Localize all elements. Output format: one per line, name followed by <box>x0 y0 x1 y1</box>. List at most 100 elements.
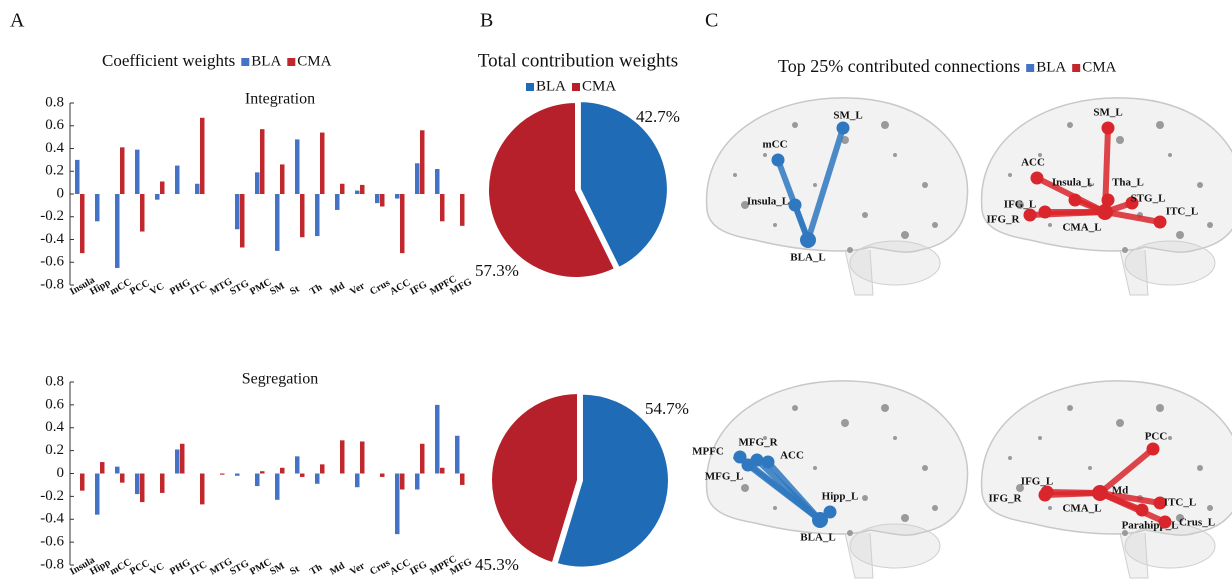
brainstem <box>1120 250 1148 295</box>
region-dot <box>1038 436 1042 440</box>
region-dot <box>1197 182 1203 188</box>
bar <box>120 147 125 194</box>
region-dot <box>893 153 897 157</box>
region-dot <box>1168 436 1172 440</box>
region-dot <box>932 505 938 511</box>
node-label: mCC <box>762 139 787 151</box>
region-dot <box>847 247 853 253</box>
region-dot <box>1156 404 1164 412</box>
bar <box>180 444 185 474</box>
bar <box>355 191 360 194</box>
brainstem <box>845 250 873 295</box>
bar <box>255 172 260 194</box>
y-tick-label: -0.2 <box>40 208 64 224</box>
region-dot <box>1116 136 1124 144</box>
node <box>1069 194 1082 207</box>
y-tick-label: 0.4 <box>45 419 64 435</box>
bar <box>435 405 440 474</box>
bar <box>440 468 445 474</box>
node-label: IFG_L <box>1021 476 1053 488</box>
bar <box>415 474 420 490</box>
bar <box>295 139 300 194</box>
node-label: CMA_L <box>1062 503 1101 515</box>
bar <box>315 194 320 236</box>
y-tick-label: 0.8 <box>45 373 64 389</box>
bar <box>115 467 120 474</box>
bar <box>375 194 380 203</box>
bar <box>200 474 205 505</box>
bar <box>135 474 140 495</box>
node-label: Insula_L <box>1052 177 1094 189</box>
brainstem <box>1120 533 1148 578</box>
node <box>1154 216 1167 229</box>
x-tick-label: Ver <box>348 560 367 577</box>
panel-label: A <box>10 10 25 32</box>
bar <box>420 444 425 474</box>
node-label: BLA_L <box>800 532 835 544</box>
value-label: 54.7% <box>645 399 689 418</box>
region-dot <box>733 173 737 177</box>
region-dot <box>901 514 909 522</box>
bar <box>395 194 400 199</box>
x-tick-label: IFG <box>408 559 429 578</box>
region-dot <box>1156 121 1164 129</box>
x-tick-label: Md <box>328 280 347 297</box>
brain-outline <box>982 381 1232 535</box>
bar <box>95 194 100 221</box>
region-dot <box>1088 466 1092 470</box>
bar <box>120 474 125 483</box>
region-dot <box>1048 223 1052 227</box>
bar <box>340 184 345 194</box>
region-dot <box>1067 405 1073 411</box>
x-tick-label: Th <box>308 562 324 578</box>
region-dot <box>1207 505 1213 511</box>
region-dot <box>792 122 798 128</box>
bar <box>435 169 440 194</box>
bar <box>160 181 165 194</box>
node-label: SM_L <box>1093 107 1122 119</box>
bar <box>200 118 205 194</box>
bar <box>415 163 420 194</box>
legend-label: BLA <box>251 53 281 69</box>
region-dot <box>813 466 817 470</box>
bar <box>460 194 465 226</box>
node <box>762 456 775 469</box>
bar <box>380 194 385 207</box>
subtitle: Integration <box>245 91 315 108</box>
legend-label: CMA <box>582 78 616 94</box>
bar <box>300 474 305 477</box>
node-label: BLA_L <box>790 252 825 264</box>
y-tick-label: 0.8 <box>45 94 64 110</box>
bar <box>115 194 120 268</box>
region-dot <box>773 506 777 510</box>
region-dot <box>932 222 938 228</box>
node <box>1147 443 1160 456</box>
region-dot <box>1008 456 1012 460</box>
region-dot <box>1048 506 1052 510</box>
bar <box>280 164 285 194</box>
node <box>742 459 755 472</box>
value-label: 45.3% <box>475 555 519 574</box>
bar <box>80 474 85 491</box>
region-dot <box>813 183 817 187</box>
bar <box>255 474 260 487</box>
bar <box>400 474 405 490</box>
brainstem <box>845 533 873 578</box>
y-tick-label: -0.8 <box>40 276 64 292</box>
region-dot <box>862 495 868 501</box>
bar <box>395 474 400 535</box>
legend-label: BLA <box>536 78 566 94</box>
y-tick-label: -0.6 <box>40 534 64 550</box>
node-label: Hipp_L <box>822 491 859 503</box>
legend-swatch <box>1072 64 1080 72</box>
bar <box>220 474 225 475</box>
bar <box>195 184 200 194</box>
region-dot <box>847 530 853 536</box>
y-tick-label: -0.6 <box>40 254 64 270</box>
x-tick-label: VC <box>148 561 166 578</box>
region-dot <box>1067 122 1073 128</box>
region-dot <box>881 404 889 412</box>
bar <box>360 441 365 473</box>
bar <box>295 456 300 473</box>
y-tick-label: 0 <box>57 465 65 481</box>
